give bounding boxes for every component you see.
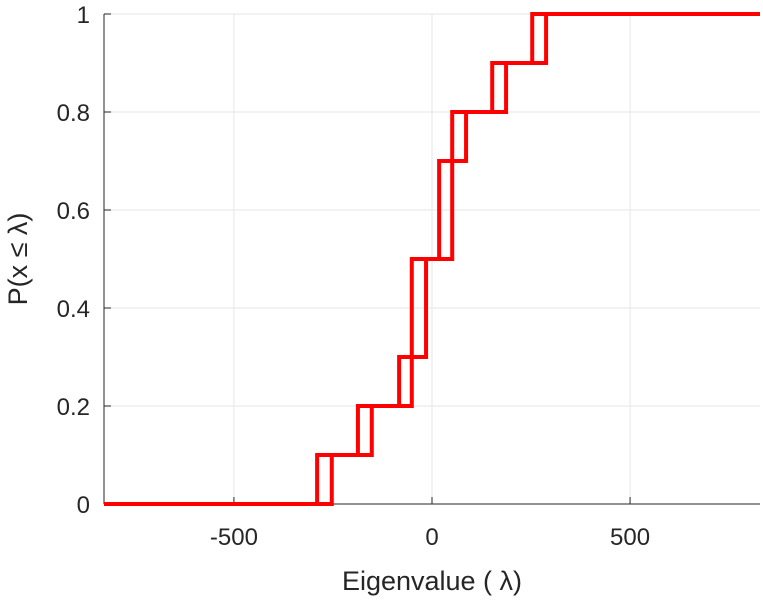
x-tick-label: 500	[610, 524, 650, 551]
y-tick-label: 1	[77, 2, 90, 29]
x-axis-label: Eigenvalue ( λ)	[342, 566, 522, 596]
x-tick-label: -500	[210, 524, 258, 551]
tick-labels: -500 0 500 0 0.2 0.4 0.6 0.8 1	[57, 2, 650, 551]
y-axis-label: P(x ≤ λ)	[3, 213, 33, 306]
y-tick-label: 0.8	[57, 100, 90, 127]
y-tick-label: 0.6	[57, 198, 90, 225]
series-group	[104, 12, 760, 506]
y-tick-label: 0	[77, 492, 90, 519]
y-tick-label: 0.2	[57, 394, 90, 421]
y-tick-label: 0.4	[57, 296, 90, 323]
series-line-cdf-2	[104, 12, 760, 506]
x-tick-label: 0	[425, 524, 438, 551]
